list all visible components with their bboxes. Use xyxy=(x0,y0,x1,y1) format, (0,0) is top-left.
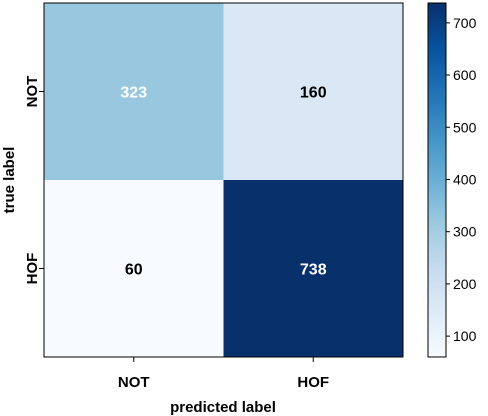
plot-frame xyxy=(43,2,404,358)
cell-value-label: 160 xyxy=(300,85,327,102)
colorbar-tick-label: 600 xyxy=(453,67,477,83)
y-axis-label: true label xyxy=(1,147,18,214)
x-tick-label: NOT xyxy=(118,374,150,391)
colorbar-tick-label: 400 xyxy=(453,171,477,187)
colorbar xyxy=(427,2,447,358)
y-axis: NOT HOF xyxy=(24,76,44,285)
cell-value-label: 323 xyxy=(120,85,147,102)
y-tick-label: HOF xyxy=(24,253,41,285)
colorbar-tick-label: 300 xyxy=(453,224,477,240)
cell-value-label: 738 xyxy=(300,262,327,279)
colorbar-tick-label: 500 xyxy=(453,119,477,135)
heatmap-cells: 323 160 60 738 xyxy=(44,3,403,357)
y-tick-label: NOT xyxy=(24,76,41,108)
colorbar-tick-label: 700 xyxy=(453,15,477,31)
x-axis-label: predicted label xyxy=(170,399,276,416)
cell-value-label: 60 xyxy=(125,262,143,279)
colorbar-tick-label: 200 xyxy=(453,276,477,292)
x-axis: NOT HOF xyxy=(118,357,329,391)
colorbar-tick-label: 100 xyxy=(453,328,477,344)
colorbar-ticks: 100 200 300 400 500 600 700 xyxy=(446,15,477,344)
heatmap-cell xyxy=(223,180,403,357)
heatmap-cell xyxy=(44,3,224,180)
heatmap-cell xyxy=(44,180,224,357)
x-tick-label: HOF xyxy=(297,374,329,391)
heatmap-cell xyxy=(223,3,403,180)
